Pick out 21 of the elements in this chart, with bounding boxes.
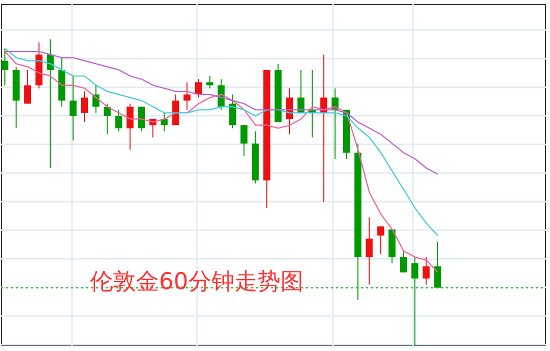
candlestick [206,76,214,89]
candlestick [70,76,77,141]
candlestick [24,69,32,104]
candlestick [92,84,100,114]
candlestick [400,250,407,273]
candlestick [422,256,430,286]
candlestick [184,82,191,110]
candlestick [434,241,442,288]
candlestick [81,90,88,123]
candlestick [194,78,202,98]
candlestick [366,216,373,286]
candlestick [240,124,248,156]
candlestick [377,226,384,254]
candlestick [229,94,236,129]
candlestick [411,256,418,346]
candlestick [115,109,122,132]
candlestick [138,106,145,132]
candlestick [126,103,134,150]
candlestick [1,48,8,86]
text: 伦敦金60分钟走势图 [90,268,304,297]
candlestick [104,103,111,135]
